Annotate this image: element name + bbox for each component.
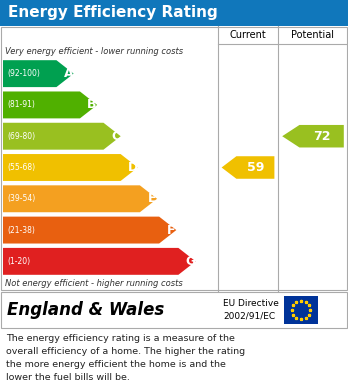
Bar bbox=[0, 329, 348, 391]
Text: England & Wales: England & Wales bbox=[7, 301, 164, 319]
Text: G: G bbox=[185, 255, 196, 268]
Text: 59: 59 bbox=[247, 161, 264, 174]
Text: E: E bbox=[148, 192, 156, 205]
Text: Very energy efficient - lower running costs: Very energy efficient - lower running co… bbox=[5, 47, 183, 56]
Text: F: F bbox=[167, 224, 175, 237]
Text: Potential: Potential bbox=[292, 30, 334, 40]
Text: B: B bbox=[87, 99, 97, 111]
Bar bbox=[1, 27, 347, 290]
Text: (55-68): (55-68) bbox=[7, 163, 35, 172]
Polygon shape bbox=[3, 123, 121, 150]
Text: (21-38): (21-38) bbox=[7, 226, 35, 235]
Polygon shape bbox=[3, 154, 138, 181]
Text: Energy Efficiency Rating: Energy Efficiency Rating bbox=[8, 5, 218, 20]
Bar bbox=[284, 296, 318, 324]
Polygon shape bbox=[282, 125, 344, 147]
Polygon shape bbox=[3, 217, 176, 244]
Text: (92-100): (92-100) bbox=[7, 69, 40, 78]
Text: 72: 72 bbox=[314, 130, 331, 143]
Text: C: C bbox=[111, 130, 120, 143]
Polygon shape bbox=[3, 248, 196, 275]
Polygon shape bbox=[3, 185, 157, 212]
Polygon shape bbox=[3, 91, 97, 118]
Text: D: D bbox=[127, 161, 138, 174]
Bar bbox=[1, 292, 347, 328]
Text: (39-54): (39-54) bbox=[7, 194, 35, 203]
Text: (81-91): (81-91) bbox=[7, 100, 35, 109]
Text: Not energy efficient - higher running costs: Not energy efficient - higher running co… bbox=[5, 280, 183, 289]
Polygon shape bbox=[3, 60, 74, 87]
Text: A: A bbox=[64, 67, 73, 80]
Text: EU Directive
2002/91/EC: EU Directive 2002/91/EC bbox=[223, 299, 279, 321]
Bar bbox=[0, 0, 348, 26]
Polygon shape bbox=[222, 156, 275, 179]
Text: Current: Current bbox=[230, 30, 266, 40]
Text: (1-20): (1-20) bbox=[7, 257, 30, 266]
Text: The energy efficiency rating is a measure of the
overall efficiency of a home. T: The energy efficiency rating is a measur… bbox=[6, 334, 245, 382]
Text: (69-80): (69-80) bbox=[7, 132, 35, 141]
